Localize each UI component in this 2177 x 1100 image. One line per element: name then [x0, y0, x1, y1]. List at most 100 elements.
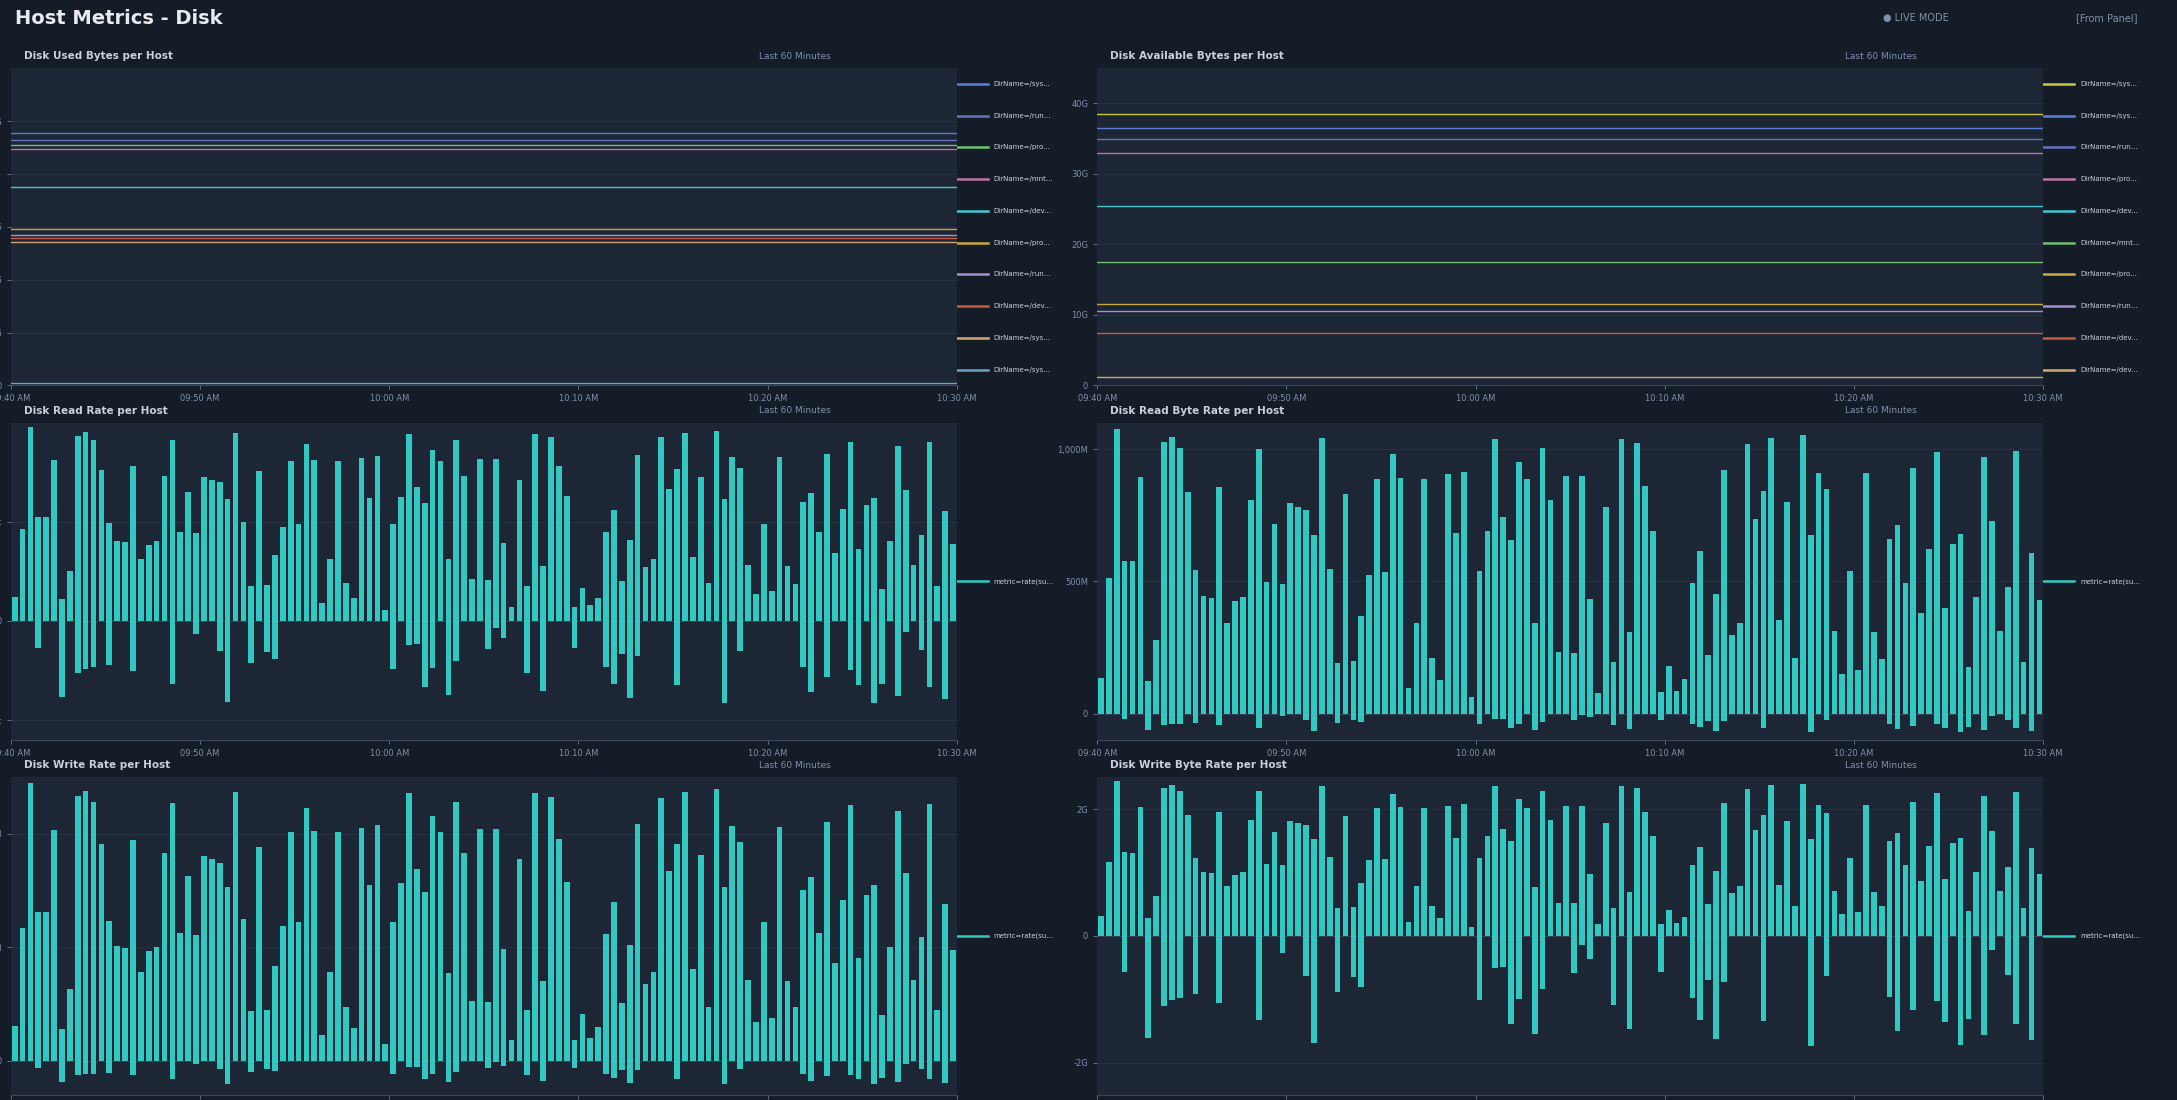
Bar: [91, 440, 96, 621]
Bar: [509, 607, 514, 621]
Bar: [59, 598, 65, 622]
Bar: [1343, 816, 1348, 936]
Bar: [1430, 658, 1435, 714]
Bar: [1713, 594, 1720, 714]
Bar: [1115, 429, 1119, 714]
Bar: [83, 791, 89, 1060]
Bar: [1807, 838, 1813, 936]
Bar: [871, 621, 877, 703]
Bar: [1957, 534, 1964, 714]
Bar: [1178, 448, 1182, 714]
Bar: [1154, 895, 1158, 936]
Bar: [1981, 714, 1988, 730]
Bar: [533, 793, 538, 1060]
Bar: [2005, 867, 2012, 936]
Bar: [934, 1010, 940, 1060]
Bar: [1121, 714, 1128, 719]
Text: metric=rate(su...: metric=rate(su...: [993, 579, 1054, 584]
Bar: [1942, 714, 1948, 728]
Bar: [603, 532, 610, 621]
Bar: [74, 1060, 81, 1076]
Bar: [832, 962, 838, 1060]
Bar: [816, 531, 823, 621]
Bar: [1705, 654, 1711, 714]
Bar: [1975, 872, 1979, 936]
Bar: [1744, 789, 1750, 936]
Text: DirName=/dev...: DirName=/dev...: [2079, 208, 2138, 213]
Bar: [1406, 688, 1411, 714]
Bar: [446, 560, 451, 621]
Bar: [1776, 884, 1783, 936]
Bar: [446, 621, 451, 695]
Bar: [170, 621, 174, 684]
Bar: [1800, 784, 1805, 936]
Bar: [107, 522, 113, 622]
Bar: [311, 460, 318, 621]
Bar: [1493, 786, 1498, 936]
Bar: [1768, 785, 1774, 936]
Bar: [155, 541, 159, 622]
Bar: [1533, 887, 1537, 936]
Bar: [1319, 438, 1324, 714]
Bar: [1548, 500, 1554, 714]
Text: Last 60 Minutes: Last 60 Minutes: [760, 52, 832, 60]
Bar: [919, 937, 925, 1060]
Bar: [888, 541, 893, 622]
Bar: [1761, 714, 1766, 727]
Bar: [446, 1060, 451, 1081]
Bar: [1247, 500, 1254, 714]
Bar: [1659, 924, 1663, 936]
Bar: [1587, 600, 1594, 714]
Bar: [453, 1060, 459, 1072]
Bar: [1705, 904, 1711, 936]
Bar: [1927, 846, 1931, 936]
Bar: [1485, 531, 1491, 714]
Bar: [1193, 936, 1200, 994]
Bar: [903, 873, 908, 1060]
Bar: [1990, 830, 1994, 936]
Bar: [1626, 714, 1633, 729]
Text: Last 60 Minutes: Last 60 Minutes: [760, 761, 832, 770]
Bar: [1894, 526, 1901, 714]
Bar: [1413, 887, 1419, 936]
Bar: [1193, 570, 1200, 714]
Bar: [429, 1060, 435, 1074]
Bar: [1776, 619, 1783, 714]
Bar: [74, 795, 81, 1060]
Bar: [1990, 714, 1994, 716]
Bar: [847, 442, 853, 622]
Bar: [1698, 936, 1702, 1020]
Bar: [1563, 806, 1570, 936]
Bar: [1476, 714, 1483, 724]
Bar: [808, 493, 814, 622]
Bar: [1752, 830, 1759, 936]
Bar: [1169, 784, 1176, 936]
Bar: [296, 525, 300, 621]
Bar: [1626, 632, 1633, 714]
Bar: [1121, 852, 1128, 936]
Bar: [729, 826, 736, 1060]
Bar: [98, 470, 104, 622]
Bar: [1139, 807, 1143, 936]
Bar: [1870, 632, 1877, 714]
Bar: [2005, 587, 2012, 714]
Bar: [666, 871, 673, 1060]
Bar: [1611, 908, 1615, 936]
Bar: [801, 1060, 805, 1074]
Bar: [690, 969, 697, 1060]
Bar: [1557, 652, 1561, 714]
Bar: [699, 855, 703, 1060]
Bar: [1398, 477, 1404, 714]
Bar: [98, 845, 104, 1060]
Bar: [753, 594, 760, 621]
Bar: [407, 793, 411, 1060]
Bar: [161, 852, 168, 1060]
Bar: [525, 585, 529, 622]
Bar: [1287, 503, 1293, 714]
Bar: [612, 1060, 616, 1078]
Bar: [1689, 714, 1696, 724]
Bar: [880, 621, 884, 683]
Bar: [1515, 799, 1522, 936]
Bar: [1942, 879, 1948, 936]
Bar: [943, 621, 947, 698]
